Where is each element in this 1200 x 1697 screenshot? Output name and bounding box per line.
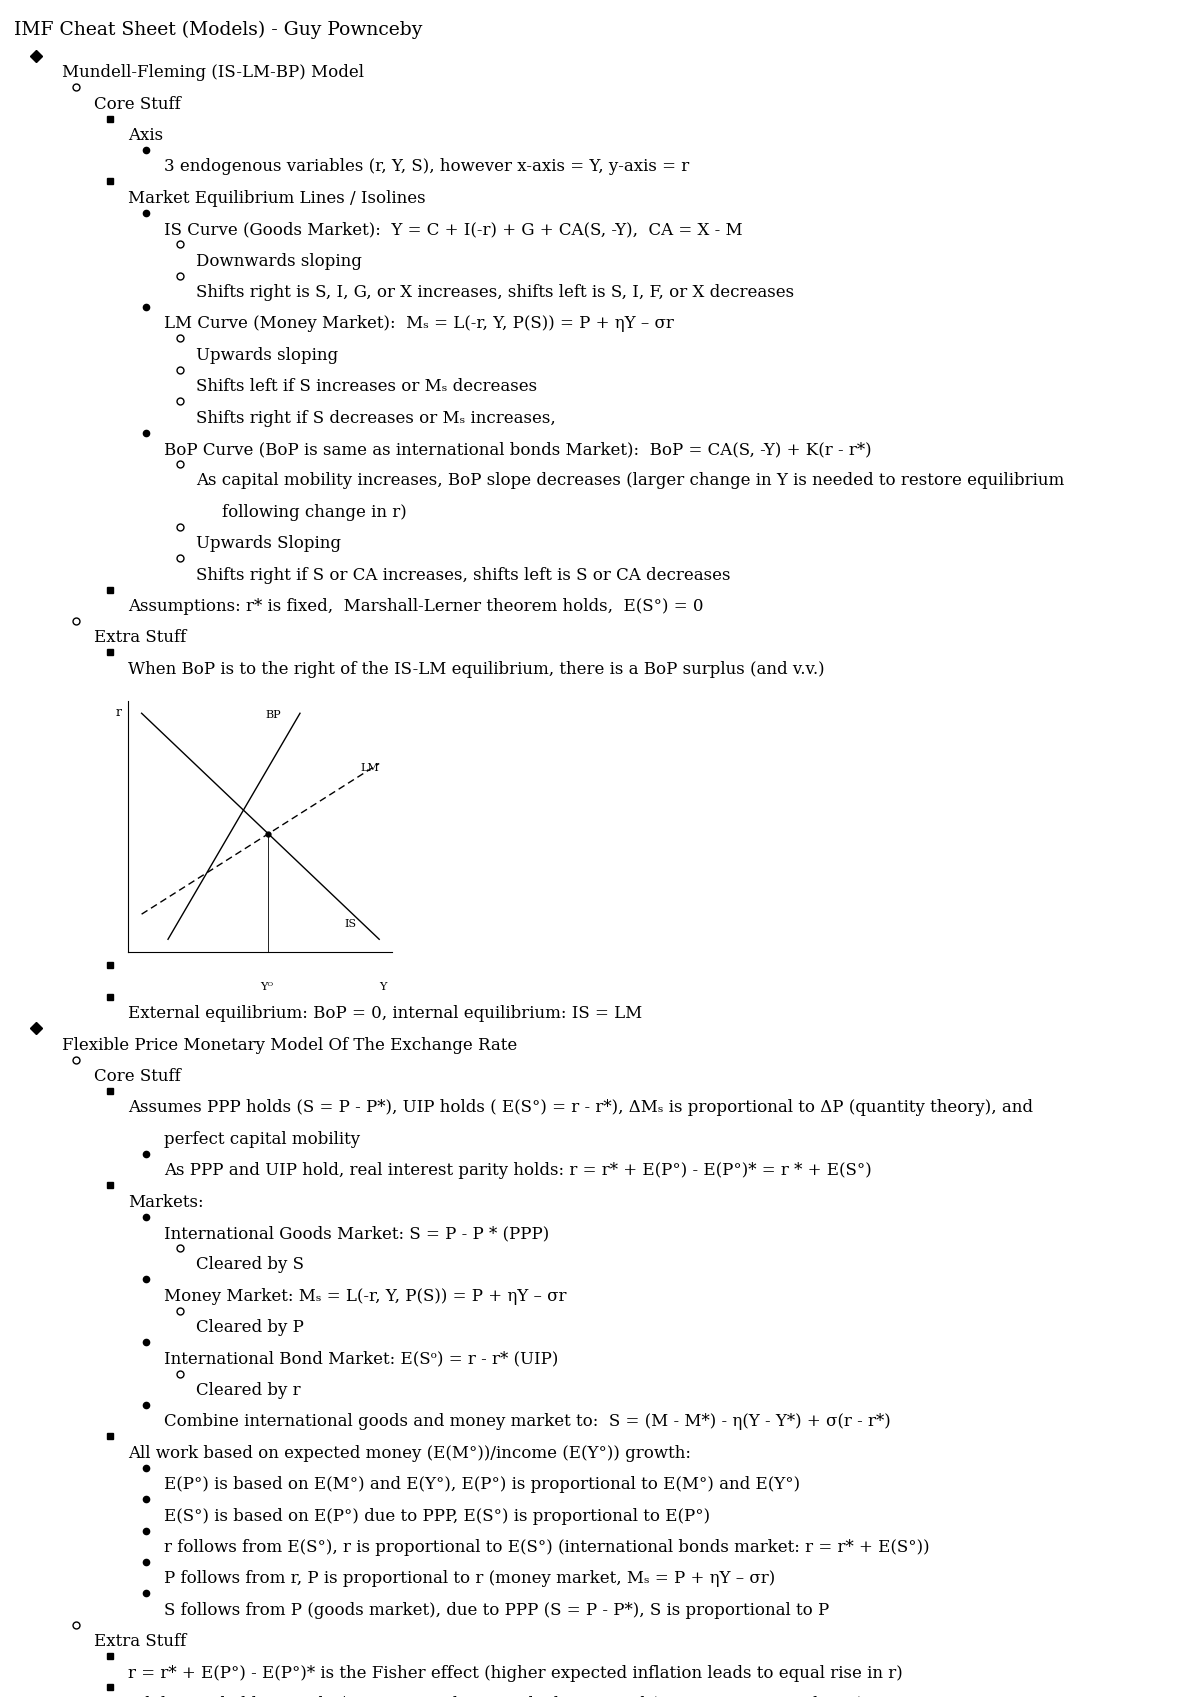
Text: Shifts right is S, I, G, or X increases, shifts left is S, I, F, or X decreases: Shifts right is S, I, G, or X increases,… [196, 283, 793, 300]
Text: LM: LM [361, 764, 379, 774]
Text: As PPP and UIP hold, real interest parity holds: r = r* + E(P°) - E(P°)* = r * +: As PPP and UIP hold, real interest parit… [164, 1162, 872, 1179]
Text: External equilibrium: BoP = 0, internal equilibrium: IS = LM: External equilibrium: BoP = 0, internal … [128, 1005, 643, 1022]
Text: S follows from P (goods market), due to PPP (S = P - P*), S is proportional to P: S follows from P (goods market), due to … [164, 1602, 829, 1619]
Text: Downwards sloping: Downwards sloping [196, 253, 361, 270]
Text: BP: BP [265, 711, 281, 720]
Text: P follows from r, P is proportional to r (money market, Mₛ = P + ηY – σr): P follows from r, P is proportional to r… [164, 1570, 775, 1587]
Text: r follows from E(S°), r is proportional to E(S°) (international bonds market: r : r follows from E(S°), r is proportional … [164, 1539, 930, 1556]
Text: following change in r): following change in r) [222, 504, 407, 521]
Text: As capital mobility increases, BoP slope decreases (larger change in Y is needed: As capital mobility increases, BoP slope… [196, 472, 1064, 489]
Text: Upwards sloping: Upwards sloping [196, 346, 337, 363]
Text: Core Stuff: Core Stuff [94, 95, 180, 112]
Text: Y: Y [379, 983, 386, 993]
Text: Yᴼ: Yᴼ [260, 983, 274, 993]
Text: perfect capital mobility: perfect capital mobility [164, 1130, 360, 1147]
Text: International Goods Market: S = P - P * (PPP): International Goods Market: S = P - P * … [164, 1225, 550, 1242]
Text: Cleared by P: Cleared by P [196, 1319, 304, 1336]
Text: Extra Stuff: Extra Stuff [94, 1633, 186, 1649]
Text: Cleared by r: Cleared by r [196, 1381, 300, 1398]
Text: Shifts left if S increases or Mₛ decreases: Shifts left if S increases or Mₛ decreas… [196, 378, 536, 395]
Text: Shifts right if S decreases or Mₛ increases,: Shifts right if S decreases or Mₛ increa… [196, 409, 556, 426]
Text: Shifts right if S or CA increases, shifts left is S or CA decreases: Shifts right if S or CA increases, shift… [196, 567, 730, 584]
Text: International Bond Market: E(Sᵒ) = r - r* (UIP): International Bond Market: E(Sᵒ) = r - r… [164, 1351, 559, 1368]
Text: Money Market: Mₛ = L(-r, Y, P(S)) = P + ηY – σr: Money Market: Mₛ = L(-r, Y, P(S)) = P + … [164, 1288, 566, 1305]
Text: E(P°) is based on E(M°) and E(Y°), E(P°) is proportional to E(M°) and E(Y°): E(P°) is based on E(M°) and E(Y°), E(P°)… [164, 1476, 800, 1493]
Text: r = r* + E(P°) - E(P°)* is the Fisher effect (higher expected inflation leads to: r = r* + E(P°) - E(P°)* is the Fisher ef… [128, 1665, 904, 1682]
Text: r: r [115, 706, 121, 720]
Text: 3 endogenous variables (r, Y, S), however x-axis = Y, y-axis = r: 3 endogenous variables (r, Y, S), howeve… [164, 158, 690, 175]
Text: Axis: Axis [128, 127, 163, 144]
Text: E(S°) is based on E(P°) due to PPP, E(S°) is proportional to E(P°): E(S°) is based on E(P°) due to PPP, E(S°… [164, 1507, 710, 1524]
Text: All work based on expected money (E(M°))/income (E(Y°)) growth:: All work based on expected money (E(M°))… [128, 1444, 691, 1461]
Text: Flexible Price Monetary Model Of The Exchange Rate: Flexible Price Monetary Model Of The Exc… [62, 1037, 517, 1054]
Text: Assumptions: r* is fixed,  Marshall-Lerner theorem holds,  E(S°) = 0: Assumptions: r* is fixed, Marshall-Lerne… [128, 597, 704, 614]
Text: IMF Cheat Sheet (Models) - Guy Pownceby: IMF Cheat Sheet (Models) - Guy Pownceby [14, 20, 422, 39]
Text: Markets:: Markets: [128, 1193, 204, 1210]
Text: Core Stuff: Core Stuff [94, 1067, 180, 1084]
Text: Upwards Sloping: Upwards Sloping [196, 535, 341, 552]
Text: Mundell-Fleming (IS-LM-BP) Model: Mundell-Fleming (IS-LM-BP) Model [62, 64, 365, 81]
Text: Market Equilibrium Lines / Isolines: Market Equilibrium Lines / Isolines [128, 190, 426, 207]
Text: IS Curve (Goods Market):  Y = C + I(-r) + G + CA(S, -Y),  CA = X - M: IS Curve (Goods Market): Y = C + I(-r) +… [164, 221, 743, 238]
Text: Extra Stuff: Extra Stuff [94, 630, 186, 647]
Text: IS: IS [344, 918, 358, 928]
Text: Assumes PPP holds (S = P - P*), UIP holds ( E(S°) = r - r*), ΔMₛ is proportional: Assumes PPP holds (S = P - P*), UIP hold… [128, 1100, 1033, 1117]
Text: LM Curve (Money Market):  Mₛ = L(-r, Y, P(S)) = P + ηY – σr: LM Curve (Money Market): Mₛ = L(-r, Y, P… [164, 316, 674, 333]
Text: Combine international goods and money market to:  S = (M - M*) - η(Y - Y*) + σ(r: Combine international goods and money ma… [164, 1414, 892, 1431]
Text: When BoP is to the right of the IS-LM equilibrium, there is a BoP surplus (and v: When BoP is to the right of the IS-LM eq… [128, 660, 826, 677]
Text: Cleared by S: Cleared by S [196, 1256, 304, 1273]
Text: BoP Curve (BoP is same as international bonds Market):  BoP = CA(S, -Y) + K(r - : BoP Curve (BoP is same as international … [164, 441, 872, 458]
